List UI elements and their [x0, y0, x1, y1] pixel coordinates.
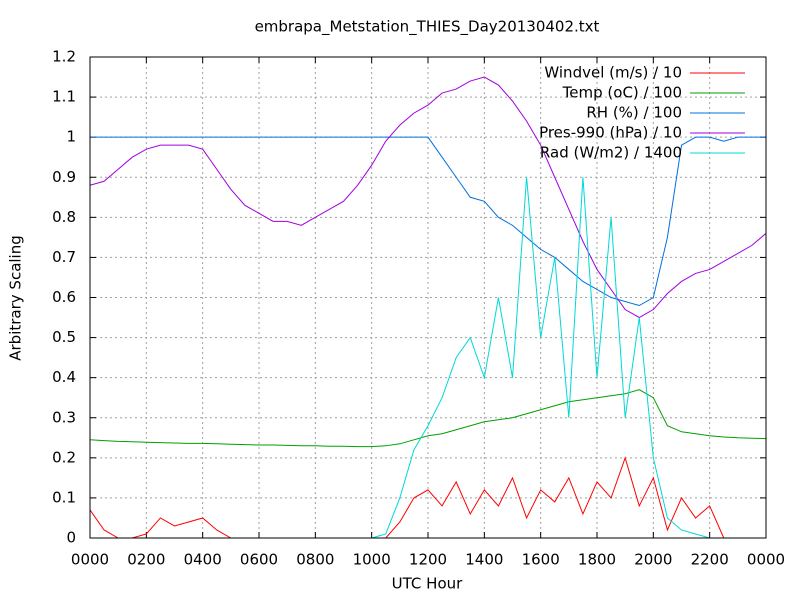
y-axis-label: Arbitrary Scaling: [7, 235, 25, 361]
x-tick-label: 0800: [296, 551, 334, 569]
x-tick-label: 2000: [634, 551, 672, 569]
y-tick-label: 1: [66, 128, 76, 146]
y-tick-label: 1.2: [52, 48, 76, 66]
y-tick-label: 0.4: [52, 368, 76, 386]
y-tick-label: 0: [66, 529, 76, 547]
x-tick-label: 0600: [240, 551, 278, 569]
y-tick-label: 0.7: [52, 248, 76, 266]
chart-title: embrapa_Metstation_THIES_Day20130402.txt: [255, 18, 600, 37]
legend-label: Pres-990 (hPa) / 10: [539, 124, 682, 142]
x-tick-label: 0000: [71, 551, 109, 569]
x-tick-label: 0200: [127, 551, 165, 569]
x-tick-label: 0400: [184, 551, 222, 569]
x-tick-label: 2200: [691, 551, 729, 569]
legend-label: Rad (W/m2) / 1400: [540, 144, 682, 162]
y-tick-label: 1.1: [52, 88, 76, 106]
y-tick-label: 0.2: [52, 448, 76, 466]
x-tick-label: 1800: [578, 551, 616, 569]
legend-label: Windvel (m/s) / 10: [544, 64, 682, 82]
legend-label: RH (%) / 100: [586, 104, 682, 122]
x-tick-label: 1000: [353, 551, 391, 569]
y-tick-label: 0.3: [52, 408, 76, 426]
y-tick-label: 0.6: [52, 288, 76, 306]
x-tick-label: 0000: [747, 551, 785, 569]
y-tick-label: 0.8: [52, 208, 76, 226]
x-tick-label: 1400: [465, 551, 503, 569]
series-line: [89, 456, 766, 539]
y-tick-label: 0.9: [52, 168, 76, 186]
y-tick-label: 0.5: [52, 328, 76, 346]
x-tick-label: 1200: [409, 551, 447, 569]
x-tick-label: 1600: [522, 551, 560, 569]
series-line: [89, 389, 767, 448]
legend-label: Temp (oC) / 100: [562, 84, 682, 102]
y-tick-label: 0.1: [52, 488, 76, 506]
plot-border: [89, 56, 767, 539]
series-line: [90, 136, 766, 307]
series-line: [89, 76, 767, 319]
x-axis-label: UTC Hour: [392, 575, 463, 593]
